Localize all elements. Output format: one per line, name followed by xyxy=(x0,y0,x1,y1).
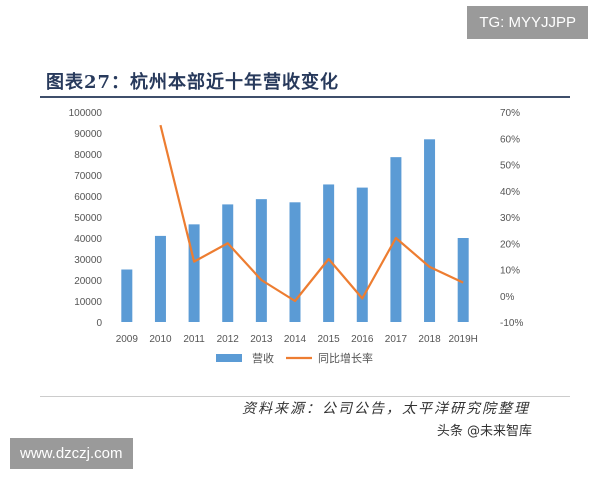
y-left-tick-label: 90000 xyxy=(74,129,102,140)
source-divider xyxy=(40,396,570,397)
y-right-tick-label: 70% xyxy=(500,108,520,119)
y-right-tick-label: 10% xyxy=(500,266,520,277)
x-tick-label: 2017 xyxy=(385,334,408,345)
y-right-tick-label: 20% xyxy=(500,239,520,250)
bar-2009 xyxy=(121,269,133,322)
y-left-tick-label: 100000 xyxy=(69,108,103,119)
bar-2015 xyxy=(323,184,335,322)
bar-2011 xyxy=(188,224,200,322)
y-left-tick-label: 30000 xyxy=(74,255,102,266)
y-left-tick-label: 60000 xyxy=(74,192,102,203)
y-left-tick-label: 50000 xyxy=(74,213,102,224)
y-left-tick-label: 70000 xyxy=(74,171,102,182)
figure-title-bar: 图表27：杭州本部近十年营收变化 xyxy=(40,64,570,98)
bar-2014 xyxy=(289,202,301,322)
y-right-tick-label: 30% xyxy=(500,213,520,224)
x-tick-label: 2012 xyxy=(217,334,240,345)
y-left-tick-label: 10000 xyxy=(74,297,102,308)
brand-watermark: 头条 @未来智库 xyxy=(436,424,532,439)
x-tick-label: 2011 xyxy=(183,334,205,345)
y-left-tick-label: 0 xyxy=(96,318,102,329)
y-axis-right-ticks: -10% 0% 10% 20% 30% 40% 50% 60% 70% xyxy=(500,108,523,329)
x-tick-label: 2009 xyxy=(116,334,139,345)
y-left-tick-label: 20000 xyxy=(74,276,102,287)
legend-line-label: 同比增长率 xyxy=(318,351,373,365)
y-right-tick-label: 60% xyxy=(500,134,520,145)
x-tick-label: 2015 xyxy=(318,334,341,345)
y-left-tick-label: 80000 xyxy=(74,150,102,161)
telegram-badge: TG: MYYJJPP xyxy=(467,6,588,39)
y-right-tick-label: 50% xyxy=(500,161,520,172)
bar-2013 xyxy=(255,199,267,322)
growth-rate-line xyxy=(159,124,464,303)
x-tick-label: 2018 xyxy=(418,334,441,345)
legend-bar-swatch xyxy=(216,354,242,362)
bar-2016 xyxy=(356,187,368,322)
y-left-tick-label: 40000 xyxy=(74,234,102,245)
y-right-tick-label: 0% xyxy=(500,292,515,303)
source-note: 资料来源：公司公告，太平洋研究院整理 xyxy=(242,401,530,417)
x-tick-label: 2014 xyxy=(284,334,307,345)
line-series xyxy=(159,124,464,303)
x-tick-label: 2019H xyxy=(448,334,477,345)
bar-series xyxy=(121,139,469,322)
y-axis-left-ticks: 0 10000 20000 30000 40000 50000 60000 70000 8000… xyxy=(69,108,103,329)
bar-2019h xyxy=(457,238,469,322)
x-tick-label: 2013 xyxy=(250,334,273,345)
y-right-tick-label: -10% xyxy=(500,318,523,329)
bar-2012 xyxy=(222,204,234,322)
bar-2018 xyxy=(424,139,436,322)
website-badge: www.dzczj.com xyxy=(10,438,133,469)
x-tick-label: 2016 xyxy=(351,334,374,345)
legend: 营收 同比增长率 xyxy=(216,351,373,365)
x-axis-ticks: 2009 2010 2011 2012 2013 2014 2015 2016 2017 2018… xyxy=(116,334,478,345)
figure-title: 图表27：杭州本部近十年营收变化 xyxy=(46,72,340,93)
bar-2010 xyxy=(154,235,166,322)
y-right-tick-label: 40% xyxy=(500,187,520,198)
x-tick-label: 2010 xyxy=(149,334,172,345)
legend-bar-label: 营收 xyxy=(252,351,274,365)
